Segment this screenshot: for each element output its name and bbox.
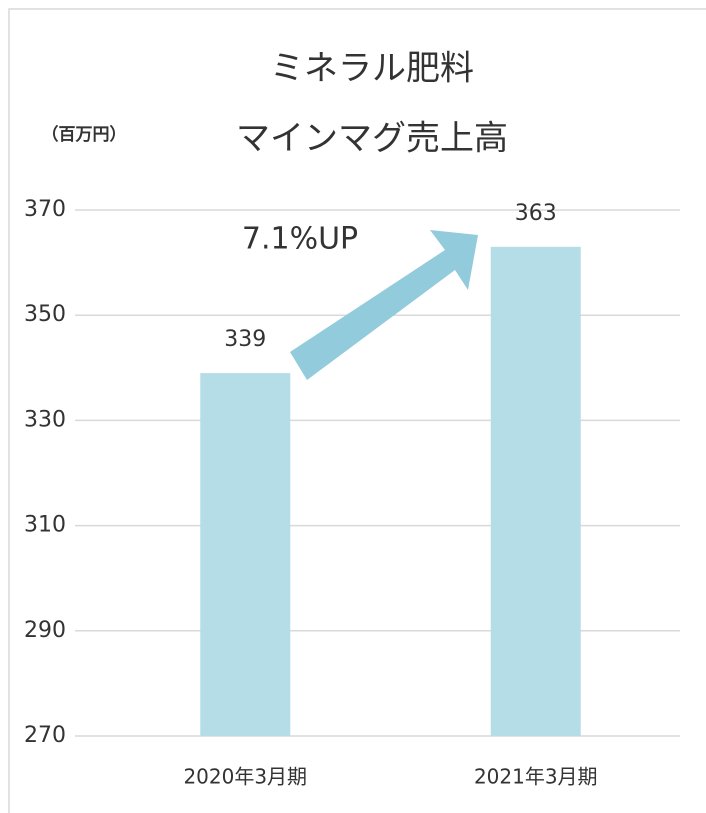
y-tick-label: 290 (24, 618, 66, 643)
y-tick-label: 310 (24, 513, 66, 538)
chart-title: マインマグ売上高 (236, 119, 508, 159)
x-tick-label: 2020年3月期 (183, 765, 307, 789)
data-label: 339 (224, 327, 266, 352)
chart-title: ミネラル肥料 (270, 49, 474, 89)
annotation: 7.1%UP (242, 222, 358, 257)
bar (490, 246, 581, 736)
x-tick-label: 2021年3月期 (474, 765, 598, 789)
y-tick-label: 370 (24, 197, 66, 222)
chart-frame (8, 8, 706, 813)
data-label: 363 (515, 201, 557, 226)
bar (200, 373, 291, 736)
plot-area: 270 290 310 330 350 370 2020年3月期 339 2021年3月期 363 (24, 197, 680, 789)
y-tick-label: 270 (24, 723, 66, 748)
y-tick-label: 350 (24, 302, 66, 327)
y-tick-label: 330 (24, 407, 66, 432)
y-axis-label: （百万円） (42, 124, 127, 145)
growth-arrow (290, 230, 478, 380)
